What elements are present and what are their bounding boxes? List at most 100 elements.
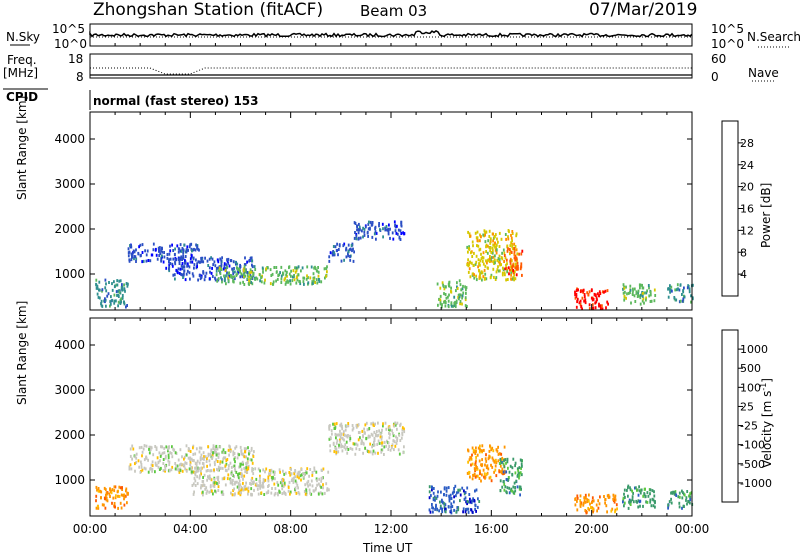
power-cell	[262, 270, 264, 274]
velocity-cell	[355, 447, 358, 451]
power-cell	[106, 294, 109, 298]
velocity-cell	[401, 433, 404, 437]
power-cell	[286, 279, 289, 283]
velocity-cell	[509, 464, 512, 468]
velocity-cell	[373, 443, 375, 447]
velocity-cell	[514, 489, 517, 493]
velocity-cell	[394, 444, 397, 448]
power-cell	[178, 262, 181, 265]
power-cell	[439, 286, 442, 290]
power-cell	[182, 265, 185, 269]
velocity-cell	[152, 453, 155, 457]
power-cell	[639, 302, 642, 306]
velocity-cell	[449, 493, 452, 497]
velocity-cell	[242, 481, 244, 485]
velocity-cell	[198, 461, 201, 465]
velocity-cell	[198, 446, 201, 450]
velocity-cell	[305, 488, 308, 492]
power-cell	[400, 220, 402, 224]
power-cell	[210, 256, 212, 260]
velocity-cell	[340, 422, 343, 426]
power-cell	[498, 258, 501, 262]
velocity-cell	[328, 437, 331, 441]
velocity-cell	[349, 437, 352, 441]
velocity-cell	[309, 483, 311, 487]
velocity-cell	[678, 495, 681, 499]
velocity-cell	[222, 451, 225, 455]
power-cell	[217, 260, 220, 264]
power-cell	[348, 248, 351, 252]
power-cell	[683, 286, 685, 290]
power-cell	[218, 268, 220, 272]
velocity-cell	[322, 486, 324, 490]
power-cell	[272, 280, 275, 284]
velocity-cell	[282, 484, 285, 488]
velocity-cell	[477, 497, 479, 501]
velocity-cell	[453, 508, 455, 512]
velocity-cell	[255, 482, 258, 486]
power-cell	[222, 267, 225, 271]
power-cell	[493, 243, 496, 247]
velocity-cell	[332, 422, 334, 426]
power-cell	[125, 305, 127, 309]
power-cell	[481, 278, 483, 282]
velocity-cell	[239, 493, 242, 497]
power-cell	[289, 282, 292, 286]
velocity-cell	[493, 470, 495, 474]
power-cell	[625, 285, 627, 289]
power-cell	[460, 288, 463, 292]
velocity-cell	[197, 469, 200, 472]
velocity-cell	[318, 482, 320, 486]
power-cell	[505, 278, 507, 282]
velocity-cell	[586, 498, 589, 502]
power-cell	[261, 266, 264, 270]
velocity-cell	[432, 506, 434, 510]
velocity-cell	[281, 492, 284, 496]
power-cell	[667, 295, 670, 299]
power-cell	[374, 230, 377, 234]
power-cell	[495, 270, 498, 274]
velocity-cell	[244, 484, 247, 488]
power-cell	[482, 256, 485, 260]
power-cell	[391, 231, 394, 235]
velocity-cell	[190, 465, 193, 469]
power-cell	[498, 261, 501, 265]
power-cell	[249, 271, 251, 275]
freq-tick-low: 8	[76, 70, 84, 84]
power-cell	[142, 259, 145, 263]
power-cell	[473, 276, 476, 280]
velocity-cell	[155, 463, 158, 467]
power-cell	[317, 274, 320, 278]
cpid-label: CPID	[6, 90, 39, 104]
power-cell	[249, 273, 252, 277]
power-cell	[673, 296, 676, 299]
velocity-cell	[263, 493, 266, 496]
velocity-cell	[687, 499, 689, 503]
velocity-cell	[209, 485, 212, 489]
power-cell	[512, 262, 515, 266]
velocity-cell	[199, 456, 202, 460]
power-cell	[436, 282, 439, 286]
velocity-cell	[673, 491, 676, 495]
velocity-cell	[202, 483, 205, 487]
velocity-cell	[598, 502, 601, 506]
velocity-cell	[262, 478, 265, 482]
power-cell	[250, 270, 253, 274]
velocity-cell	[250, 478, 253, 482]
power-cell	[325, 267, 328, 270]
power-cell	[521, 249, 524, 253]
velocity-cell	[248, 452, 250, 456]
velocity-cell	[230, 465, 233, 469]
velocity-colorbar-tick-label: 25	[740, 400, 754, 413]
velocity-cell	[315, 470, 318, 474]
velocity-cell	[443, 487, 446, 491]
power-cell	[118, 290, 121, 294]
power-cell	[185, 250, 188, 254]
power-cell	[104, 278, 107, 282]
velocity-cell	[179, 463, 181, 467]
power-cell	[296, 278, 299, 282]
velocity-cell	[459, 499, 461, 503]
velocity-cell	[224, 483, 227, 487]
velocity-cell	[436, 507, 438, 511]
velocity-cell	[126, 501, 128, 505]
